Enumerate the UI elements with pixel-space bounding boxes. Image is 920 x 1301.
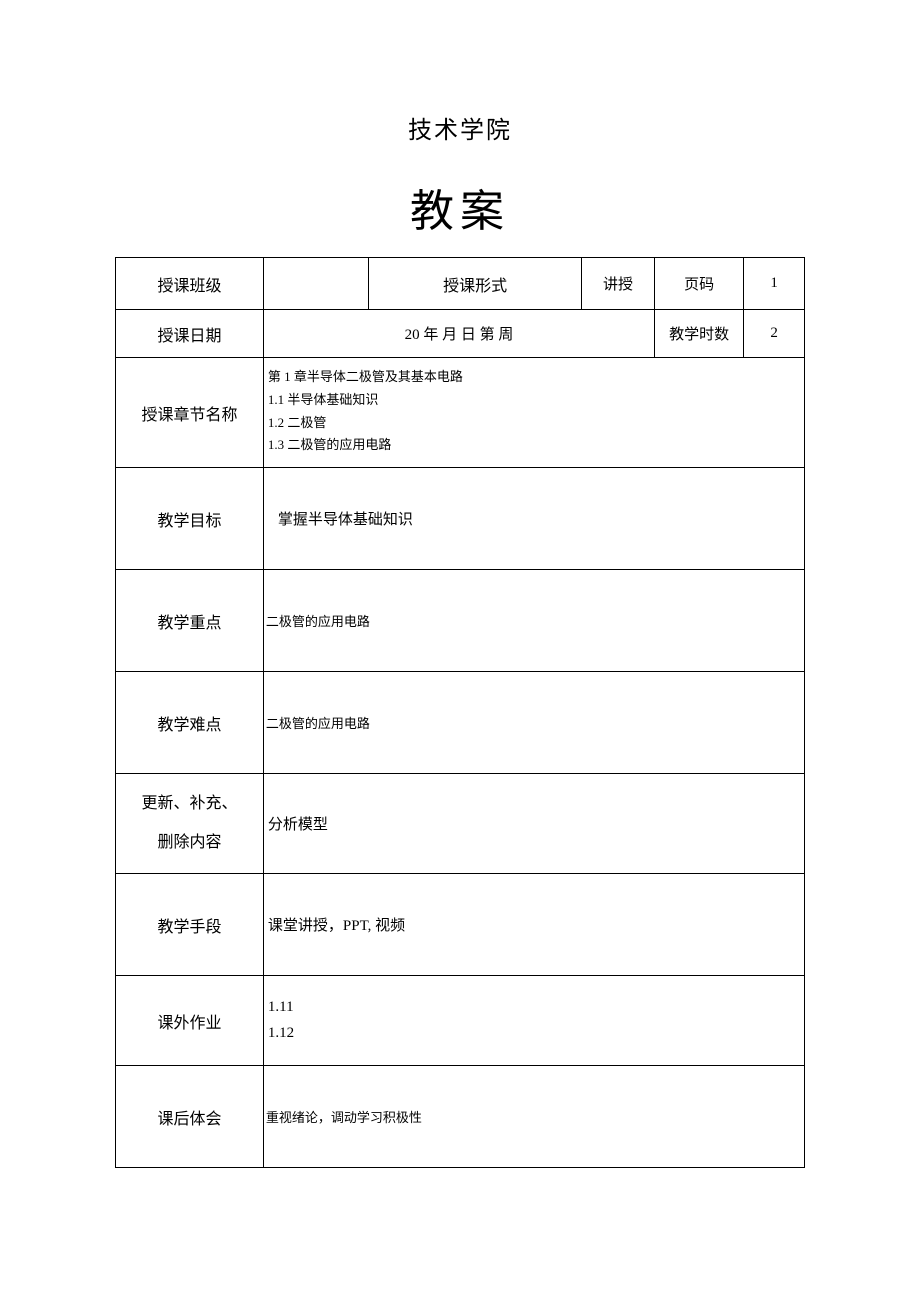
chapter-label: 授课章节名称 bbox=[116, 358, 264, 468]
focus-label: 教学重点 bbox=[116, 570, 264, 672]
page-value: 1 bbox=[744, 258, 805, 310]
institution-title: 技术学院 bbox=[115, 110, 805, 145]
difficulty-value: 二极管的应用电路 bbox=[263, 672, 804, 774]
class-value bbox=[263, 258, 368, 310]
focus-value: 二极管的应用电路 bbox=[263, 570, 804, 672]
table-row: 教学目标 掌握半导体基础知识 bbox=[116, 468, 805, 570]
chapter-line: 1.2 二极管 bbox=[268, 412, 798, 435]
update-label-line2: 删除内容 bbox=[116, 824, 263, 862]
table-row: 授课章节名称 第 1 章半导体二极管及其基本电路 1.1 半导体基础知识 1.2… bbox=[116, 358, 805, 468]
class-label: 授课班级 bbox=[116, 258, 264, 310]
homework-label: 课外作业 bbox=[116, 976, 264, 1066]
method-value: 课堂讲授，PPT, 视频 bbox=[263, 874, 804, 976]
update-value: 分析模型 bbox=[263, 774, 804, 874]
lesson-plan-table: 授课班级 授课形式 讲授 页码 1 授课日期 20 年 月 日 第 周 教学时数… bbox=[115, 257, 805, 1168]
date-value: 20 年 月 日 第 周 bbox=[263, 310, 654, 358]
table-row: 课后体会 重视绪论，调动学习积极性 bbox=[116, 1066, 805, 1168]
table-row: 授课日期 20 年 月 日 第 周 教学时数 2 bbox=[116, 310, 805, 358]
objective-label: 教学目标 bbox=[116, 468, 264, 570]
method-label: 教学手段 bbox=[116, 874, 264, 976]
reflection-label: 课后体会 bbox=[116, 1066, 264, 1168]
form-label: 授课形式 bbox=[369, 258, 582, 310]
hours-value: 2 bbox=[744, 310, 805, 358]
homework-content: 1.11 1.12 bbox=[263, 976, 804, 1066]
chapter-line: 第 1 章半导体二极管及其基本电路 bbox=[268, 366, 798, 389]
difficulty-label: 教学难点 bbox=[116, 672, 264, 774]
hours-label: 教学时数 bbox=[655, 310, 744, 358]
table-row: 授课班级 授课形式 讲授 页码 1 bbox=[116, 258, 805, 310]
reflection-value: 重视绪论，调动学习积极性 bbox=[263, 1066, 804, 1168]
date-label: 授课日期 bbox=[116, 310, 264, 358]
homework-line: 1.12 bbox=[268, 1021, 804, 1047]
update-label: 更新、补充、 删除内容 bbox=[116, 774, 264, 874]
homework-line: 1.11 bbox=[268, 995, 804, 1021]
document-type-title: 教案 bbox=[115, 175, 805, 239]
table-row: 教学重点 二极管的应用电路 bbox=[116, 570, 805, 672]
chapter-line: 1.3 二极管的应用电路 bbox=[268, 434, 798, 457]
chapter-content: 第 1 章半导体二极管及其基本电路 1.1 半导体基础知识 1.2 二极管 1.… bbox=[263, 358, 804, 468]
table-row: 教学难点 二极管的应用电路 bbox=[116, 672, 805, 774]
page-label: 页码 bbox=[655, 258, 744, 310]
update-label-line1: 更新、补充、 bbox=[116, 785, 263, 823]
table-row: 教学手段 课堂讲授，PPT, 视频 bbox=[116, 874, 805, 976]
chapter-line: 1.1 半导体基础知识 bbox=[268, 389, 798, 412]
table-row: 更新、补充、 删除内容 分析模型 bbox=[116, 774, 805, 874]
form-value: 讲授 bbox=[582, 258, 655, 310]
objective-value: 掌握半导体基础知识 bbox=[263, 468, 804, 570]
table-row: 课外作业 1.11 1.12 bbox=[116, 976, 805, 1066]
